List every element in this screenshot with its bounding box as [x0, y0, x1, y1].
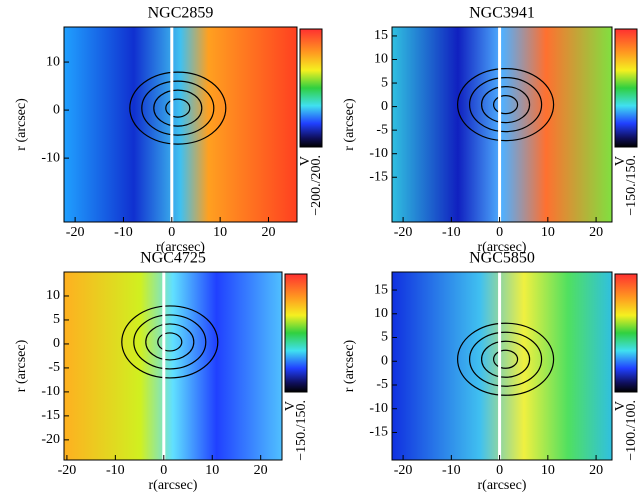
x-tick-label: 20 [254, 463, 268, 478]
x-tick-label: 10 [205, 463, 219, 478]
contour [157, 332, 183, 352]
colorbar [614, 28, 638, 148]
contour [492, 95, 519, 115]
axes-frame [391, 271, 613, 461]
axes-frame [63, 26, 298, 223]
x-tick-label: -10 [106, 463, 125, 478]
velocity-field [64, 272, 282, 460]
colorbar-label: V [298, 156, 313, 166]
x-tick-label: 20 [589, 225, 603, 240]
y-tick-label: 0 [53, 102, 60, 117]
y-tick-label: 5 [381, 330, 388, 345]
panel-title: NGC3941 [469, 5, 535, 22]
colorbar-label: V [613, 401, 628, 411]
x-tick-label: 0 [168, 225, 175, 240]
panel-title: NGC2859 [148, 5, 214, 22]
y-axis-label: r (arcsec) [342, 339, 357, 392]
y-tick-label: 5 [53, 312, 60, 327]
y-tick-label: -15 [41, 408, 60, 423]
axes-frame [391, 26, 613, 223]
contour [153, 89, 203, 127]
contour [492, 349, 519, 369]
x-tick-label: 0 [160, 463, 167, 478]
x-tick-label: -20 [394, 463, 413, 478]
y-axis-label: r (arcsec) [342, 98, 357, 151]
x-tick-label: -20 [394, 225, 413, 240]
y-tick-label: -10 [41, 384, 60, 399]
y-tick-label: -20 [41, 432, 60, 447]
colorbar-label: V [613, 156, 628, 166]
contour [468, 77, 543, 133]
contour [129, 71, 227, 145]
y-tick-label: 0 [381, 353, 388, 368]
y-tick-label: -15 [369, 169, 388, 184]
x-axis-label: r(arcsec) [149, 478, 198, 492]
contour [141, 80, 215, 136]
colorbar [299, 28, 323, 148]
y-tick-label: 10 [374, 306, 388, 321]
panel-title: NGC5850 [469, 250, 535, 267]
y-tick-label: -5 [48, 360, 60, 375]
x-tick-label: -10 [442, 225, 461, 240]
x-tick-label: 20 [261, 225, 275, 240]
contour [456, 68, 555, 142]
x-tick-label: -10 [442, 463, 461, 478]
y-tick-label: -10 [369, 146, 388, 161]
y-tick-label: -15 [369, 425, 388, 440]
contour [165, 98, 191, 118]
y-tick-label: 10 [46, 54, 60, 69]
y-tick-label: 10 [374, 52, 388, 67]
x-tick-label: 10 [213, 225, 227, 240]
x-tick-label: 10 [541, 225, 555, 240]
x-tick-label: 20 [589, 463, 603, 478]
contour [456, 322, 555, 396]
x-axis-label: r(arcsec) [478, 478, 527, 492]
colorbar [614, 273, 638, 393]
colorbar [284, 273, 308, 393]
x-axis-label: r(arcsec) [478, 240, 527, 255]
y-tick-label: 15 [374, 28, 388, 43]
contour [480, 86, 531, 124]
contour [468, 331, 543, 387]
velocity-field [392, 27, 612, 222]
y-tick-label: -10 [41, 150, 60, 165]
velocity-field [392, 272, 612, 460]
y-tick-label: 15 [374, 282, 388, 297]
y-tick-label: 10 [46, 288, 60, 303]
x-axis-label: r(arcsec) [156, 240, 205, 255]
x-tick-label: 0 [496, 463, 503, 478]
y-tick-label: -10 [369, 401, 388, 416]
x-tick-label: 0 [496, 225, 503, 240]
colorbar-range: −150./150. [294, 400, 309, 461]
y-tick-label: -5 [376, 377, 388, 392]
colorbar-range: −100./100. [624, 400, 638, 461]
contour [145, 323, 195, 361]
y-tick-label: -5 [376, 122, 388, 137]
velocity-field [64, 27, 297, 222]
colorbar-label: V [283, 401, 298, 411]
contour [133, 314, 207, 370]
y-tick-label: 0 [53, 336, 60, 351]
y-tick-label: 5 [381, 75, 388, 90]
x-tick-label: -20 [66, 225, 85, 240]
colorbar-range: −150./150. [624, 155, 638, 216]
x-tick-label: 10 [541, 463, 555, 478]
x-tick-label: -10 [114, 225, 133, 240]
axes-frame [63, 271, 283, 461]
y-axis-label: r (arcsec) [14, 98, 29, 151]
contour [121, 305, 219, 379]
y-axis-label: r (arcsec) [14, 339, 29, 392]
panel-title: NGC4725 [140, 250, 206, 267]
x-tick-label: -20 [58, 463, 77, 478]
y-tick-label: 0 [381, 99, 388, 114]
contour [480, 340, 531, 378]
colorbar-range: −200./200. [309, 155, 324, 216]
